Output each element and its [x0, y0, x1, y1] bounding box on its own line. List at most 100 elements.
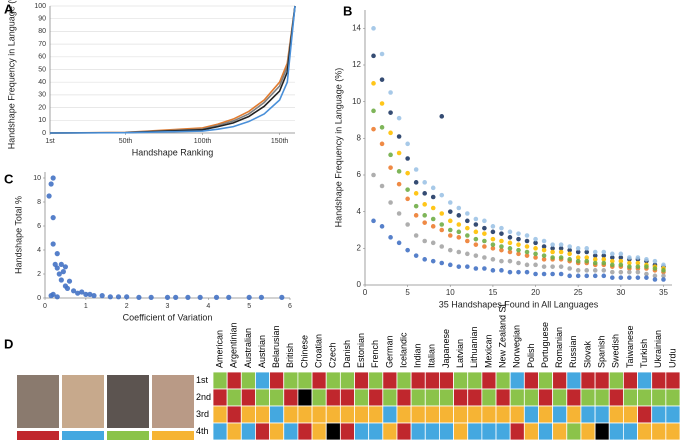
point	[593, 274, 598, 279]
y-tick-label: 90	[38, 16, 46, 23]
table-cell	[383, 423, 397, 440]
point	[482, 231, 487, 236]
point	[439, 244, 444, 249]
point	[508, 246, 513, 251]
point	[448, 263, 453, 268]
table-cell	[284, 423, 298, 440]
column-header: Ukrainian	[653, 330, 663, 368]
point	[516, 248, 521, 253]
row-label: 1st	[196, 375, 209, 385]
table-cell	[213, 406, 227, 423]
x-tick-label: 2	[125, 303, 129, 310]
point	[576, 259, 581, 264]
x-tick-label: 3	[166, 303, 170, 310]
column-header: Lithuanian	[469, 326, 479, 368]
point	[422, 257, 427, 262]
table-cell	[284, 389, 298, 406]
table-cell	[312, 406, 326, 423]
point	[405, 248, 410, 253]
table-cell	[439, 372, 453, 389]
table-cell	[468, 423, 482, 440]
table-cell	[369, 389, 383, 406]
point	[550, 242, 555, 247]
x-tick-label: 25	[574, 288, 583, 297]
point	[457, 213, 462, 218]
point	[661, 277, 666, 282]
point	[491, 224, 496, 229]
column-header: Japanese	[441, 329, 451, 368]
y-tick-label: 40	[38, 79, 46, 86]
column-header: Australian	[243, 328, 253, 368]
point	[448, 219, 453, 224]
table-cell	[270, 389, 284, 406]
point	[380, 224, 385, 229]
point	[499, 244, 504, 249]
table-cell	[524, 389, 538, 406]
point	[259, 295, 264, 300]
table-cell	[227, 389, 241, 406]
point	[136, 295, 141, 300]
point	[371, 81, 376, 86]
point	[559, 250, 564, 255]
y-tick-label: 100	[34, 3, 46, 10]
point	[414, 167, 419, 172]
y-tick-label: 4	[357, 207, 362, 216]
point	[491, 268, 496, 273]
point	[185, 295, 190, 300]
table-cell	[510, 372, 524, 389]
point	[388, 110, 393, 115]
column-header: Italian	[427, 344, 437, 368]
y-tick-label: 8	[37, 199, 41, 206]
point	[482, 239, 487, 244]
table-cell	[524, 372, 538, 389]
point	[448, 228, 453, 233]
table-cell	[312, 423, 326, 440]
point	[65, 286, 70, 291]
point	[397, 169, 402, 174]
point	[474, 242, 479, 247]
table-cell	[510, 423, 524, 440]
point	[482, 244, 487, 249]
point	[619, 270, 624, 275]
panel-label: C	[4, 171, 14, 186]
point	[405, 187, 410, 192]
y-tick-label: 80	[38, 28, 46, 35]
table-cell	[241, 372, 255, 389]
point	[482, 255, 487, 260]
table-cell	[411, 423, 425, 440]
table-cell	[340, 423, 354, 440]
x-tick-label: 20	[531, 288, 540, 297]
point	[516, 237, 521, 242]
table-cell	[383, 406, 397, 423]
point	[405, 171, 410, 176]
point	[542, 264, 547, 269]
point	[397, 211, 402, 216]
table-cell	[623, 372, 637, 389]
photo	[17, 375, 59, 428]
table-cell	[553, 372, 567, 389]
point	[576, 274, 581, 279]
point	[619, 263, 624, 268]
point	[559, 264, 564, 269]
table-cell	[623, 423, 637, 440]
point	[405, 142, 410, 147]
table-cell	[581, 389, 595, 406]
table-cell	[298, 423, 312, 440]
point	[380, 184, 385, 189]
point	[508, 270, 513, 275]
point	[465, 264, 470, 269]
row-label: 4th	[196, 426, 209, 436]
point	[474, 253, 479, 258]
point	[525, 233, 530, 238]
point	[165, 295, 170, 300]
point	[226, 295, 231, 300]
point	[431, 259, 436, 264]
point	[619, 252, 624, 257]
point	[559, 242, 564, 247]
table-cell	[298, 389, 312, 406]
point	[457, 250, 462, 255]
x-tick-label: 5	[247, 303, 251, 310]
point	[567, 257, 572, 262]
point	[474, 217, 479, 222]
table-cell	[355, 406, 369, 423]
